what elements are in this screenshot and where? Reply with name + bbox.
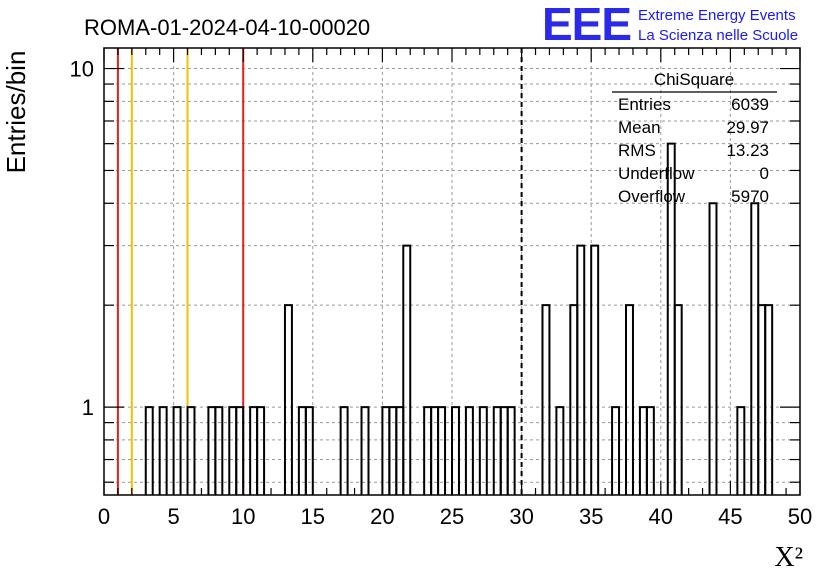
histogram-bin bbox=[339, 406, 349, 495]
x-tick-label: 50 bbox=[788, 504, 812, 529]
stats-row-label: RMS bbox=[618, 141, 656, 160]
histogram-bin bbox=[256, 406, 266, 495]
histogram-bin bbox=[172, 406, 182, 495]
histogram-bin bbox=[757, 304, 767, 495]
histogram-series bbox=[144, 142, 774, 495]
x-tick-label: 20 bbox=[370, 504, 394, 529]
y-tick-label: 10 bbox=[70, 57, 94, 82]
histogram-bin bbox=[214, 406, 224, 495]
histogram-bin bbox=[360, 406, 370, 495]
histogram-bin bbox=[478, 406, 488, 495]
histogram-bin bbox=[144, 406, 154, 495]
histogram-bin bbox=[451, 406, 460, 495]
histogram-bin bbox=[437, 406, 447, 495]
stats-row-value: 29.97 bbox=[726, 118, 769, 137]
histogram-bin bbox=[764, 304, 774, 495]
histogram-bin bbox=[625, 304, 634, 495]
histogram-bin bbox=[541, 304, 551, 495]
histogram-bin bbox=[464, 406, 474, 495]
chart-title: ROMA-01-2024-04-10-00020 bbox=[84, 15, 370, 40]
stats-row-value: 13.23 bbox=[726, 141, 769, 160]
histogram-bin bbox=[750, 202, 760, 495]
stats-row-label: Underflow bbox=[618, 164, 695, 183]
histogram-bin bbox=[708, 202, 718, 495]
histogram-bin bbox=[569, 304, 579, 495]
stats-rows: Entries 6039 Mean 29.97 RMS 13.23 Underflow 0 Ov… bbox=[618, 95, 769, 206]
x-tick-label: 0 bbox=[98, 504, 110, 529]
histogram-bin bbox=[402, 244, 412, 495]
y-tick-labels: 1 10 bbox=[70, 57, 94, 421]
x-tick-label: 25 bbox=[440, 504, 464, 529]
x-tick-label: 40 bbox=[649, 504, 673, 529]
x-tick-label: 5 bbox=[167, 504, 179, 529]
histogram-bin bbox=[283, 304, 293, 495]
histogram-bin bbox=[186, 406, 196, 495]
x-tick-label: 45 bbox=[718, 504, 742, 529]
histogram-bin bbox=[304, 406, 314, 495]
stats-row-label: Overflow bbox=[618, 187, 686, 206]
stats-box: ChiSquare Entries 6039 Mean 29.97 RMS 13.23 Un… bbox=[612, 70, 777, 206]
histogram-bin bbox=[576, 244, 586, 495]
stats-row-value: 0 bbox=[760, 164, 769, 183]
histogram-bin bbox=[158, 406, 168, 495]
histogram-bin bbox=[506, 406, 516, 495]
x-tick-label: 30 bbox=[509, 504, 533, 529]
histogram-bin bbox=[736, 406, 746, 495]
histogram-bin bbox=[590, 244, 600, 495]
logo-line-1: Extreme Energy Events bbox=[638, 7, 796, 24]
y-axis-label: Entries/bin bbox=[1, 51, 31, 174]
eee-logo: EEE bbox=[542, 0, 631, 50]
stats-row-label: Mean bbox=[618, 118, 661, 137]
stats-row-value: 6039 bbox=[731, 95, 769, 114]
histogram-bin bbox=[673, 304, 683, 495]
histogram-bin bbox=[555, 406, 565, 495]
x-tick-label: 10 bbox=[231, 504, 255, 529]
histogram-bin bbox=[235, 406, 245, 495]
stats-box-title: ChiSquare bbox=[654, 70, 734, 89]
histogram-bin bbox=[645, 406, 655, 495]
stats-row-value: 5970 bbox=[731, 187, 769, 206]
axis-ticks bbox=[103, 48, 801, 495]
x-tick-label: 35 bbox=[579, 504, 603, 529]
histogram-bin bbox=[611, 406, 621, 495]
logo-line-2: La Scienza nelle Scuole bbox=[638, 27, 798, 44]
x-tick-labels: 0 5 10 15 20 25 30 35 40 45 50 bbox=[98, 504, 812, 529]
reference-lines bbox=[116, 48, 523, 495]
x-axis-label: X² bbox=[774, 542, 803, 572]
y-tick-label: 1 bbox=[82, 395, 94, 420]
stats-row-label: Entries bbox=[618, 95, 671, 114]
x-tick-label: 15 bbox=[301, 504, 325, 529]
